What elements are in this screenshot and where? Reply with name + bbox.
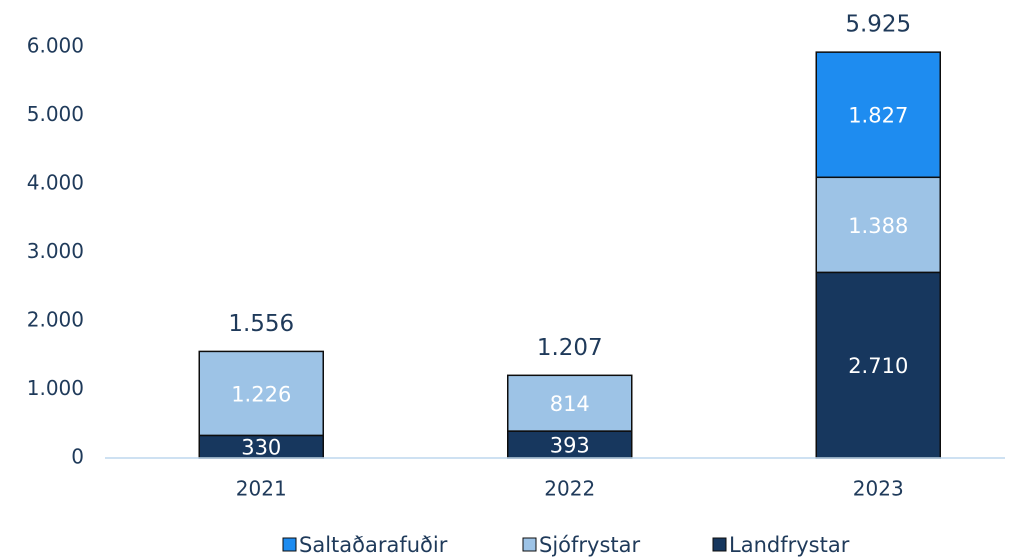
y-tick-label: 0: [71, 445, 84, 469]
data-label: 814: [550, 392, 590, 416]
y-tick-label: 3.000: [27, 239, 84, 263]
data-label: 1.827: [848, 104, 908, 128]
legend-label: Landfrystar: [729, 533, 850, 557]
x-tick-label: 2021: [236, 477, 287, 501]
y-tick-label: 1.000: [27, 376, 84, 400]
bar-segment: [815, 51, 941, 179]
y-tick-label: 2.000: [27, 308, 84, 332]
data-label: 1.226: [231, 382, 291, 406]
legend-label: Saltaðarafuðir: [299, 533, 448, 557]
legend-swatch: [712, 537, 727, 552]
y-tick-label: 5.000: [27, 102, 84, 126]
x-tick-label: 2023: [853, 477, 904, 501]
total-label: 1.207: [537, 335, 603, 361]
x-tick-label: 2022: [544, 477, 595, 501]
bar-segment: [198, 350, 324, 437]
bar-segment: [815, 271, 941, 459]
y-tick-label: 6.000: [27, 34, 84, 58]
data-label: 1.388: [848, 214, 908, 238]
y-tick-label: 4.000: [27, 171, 84, 195]
total-label: 1.556: [228, 311, 294, 337]
total-label: 5.925: [845, 12, 911, 38]
legend-swatch: [282, 537, 297, 552]
legend-label: Sjófrystar: [539, 533, 641, 557]
data-label: 2.710: [848, 354, 908, 378]
data-label: 330: [241, 436, 281, 460]
bar-segment: [815, 176, 941, 274]
legend-swatch: [522, 537, 537, 552]
bar-segment: [507, 374, 633, 432]
data-label: 393: [550, 434, 590, 458]
